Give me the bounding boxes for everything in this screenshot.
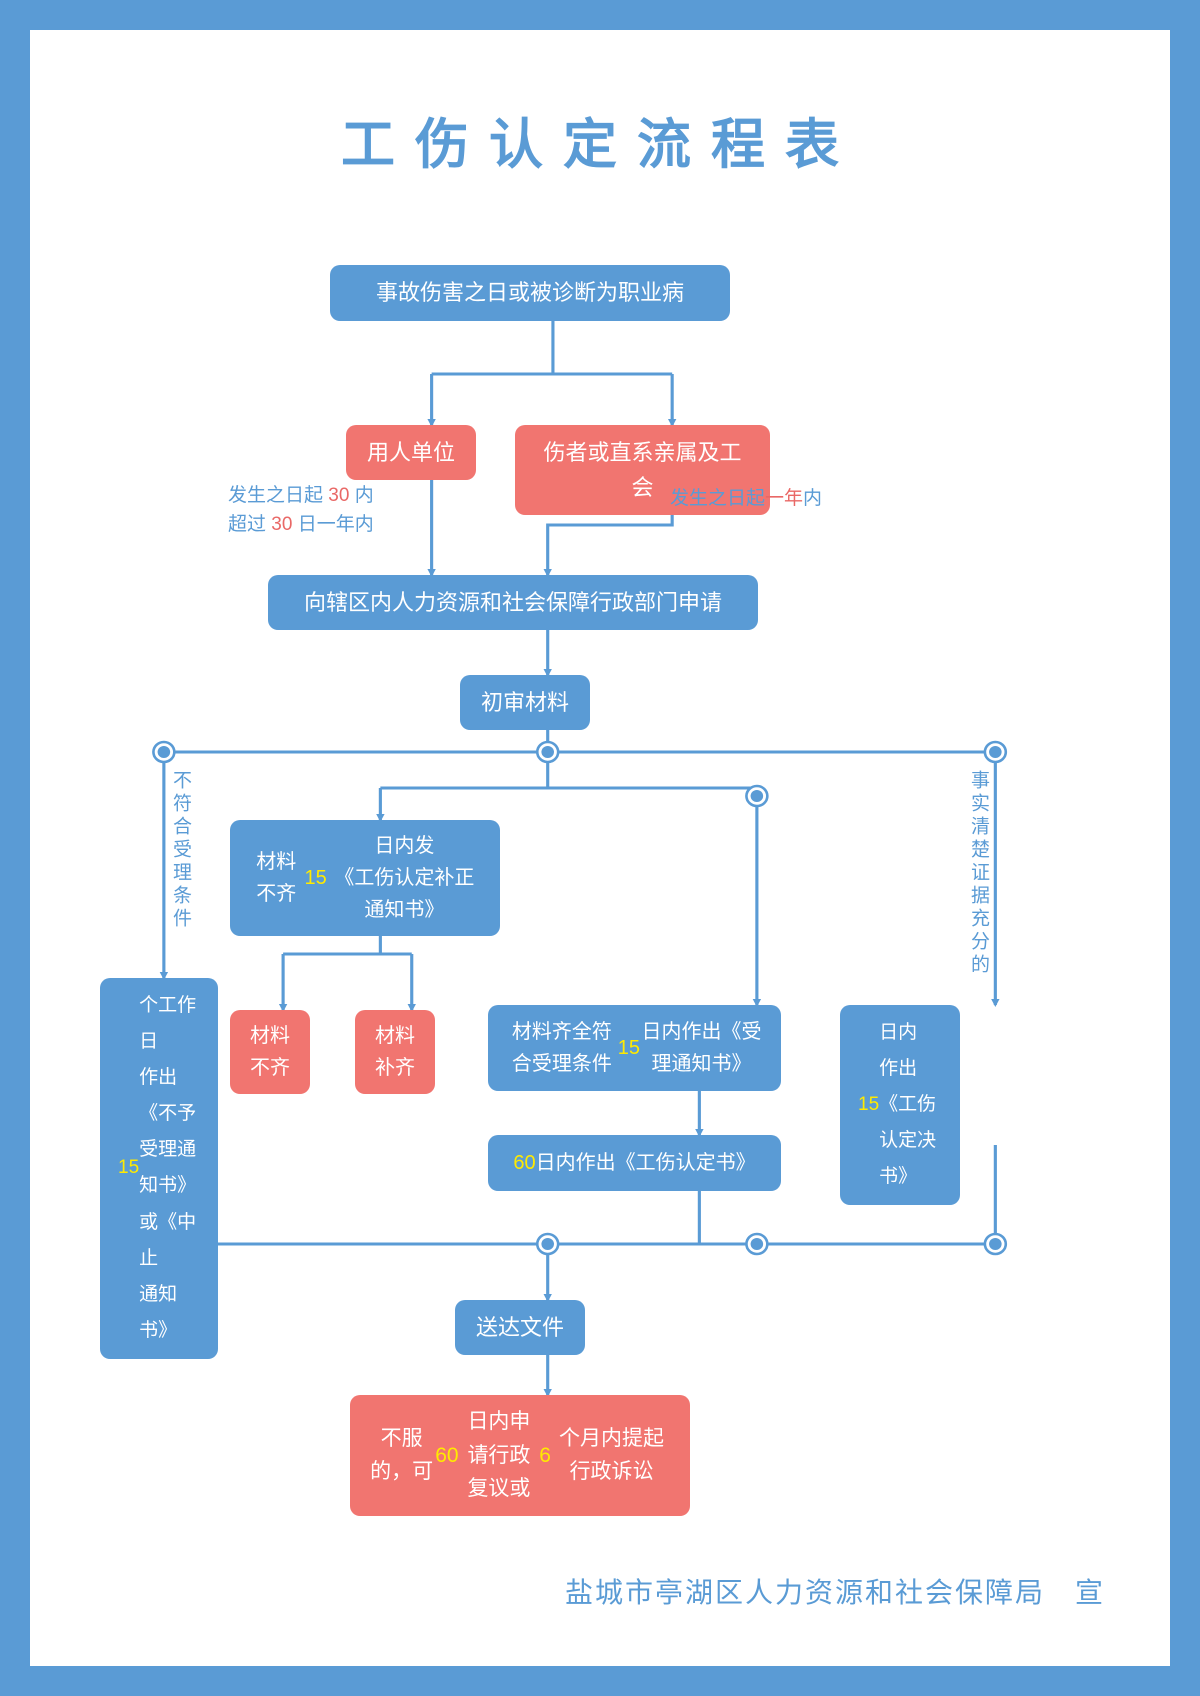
node-n5: 初审材料 — [460, 675, 590, 730]
junction-outer-2 — [985, 742, 1006, 762]
node-n4: 向辖区内人力资源和社会保障行政部门申请 — [268, 575, 758, 630]
junction-inner-1 — [541, 746, 554, 758]
junction-outer-0 — [153, 742, 174, 762]
junction-inner-2 — [989, 746, 1002, 758]
junction-outer-6 — [746, 1234, 767, 1254]
junction-inner-3 — [751, 790, 764, 802]
node-n2: 用人单位 — [346, 425, 476, 480]
junction-inner-0 — [158, 746, 171, 758]
junction-inner-7 — [989, 1238, 1002, 1250]
page-title: 工伤认定流程表 — [85, 100, 1115, 179]
junction-outer-1 — [537, 742, 558, 762]
node-n12: 15 日内作出《工伤认定决书》 — [840, 1005, 960, 1205]
label-l2: 发生之日起一年内 — [670, 485, 822, 514]
junction-inner-6 — [751, 1238, 764, 1250]
node-n6: 材料不齐 15 日内发《工伤认定补正通知书》 — [230, 820, 500, 936]
label-l3: 不符合受理条件 — [167, 770, 194, 931]
node-n9: 材料齐全符合受理条件15 日内作出《受理通知书》 — [488, 1005, 781, 1091]
node-n13: 送达文件 — [455, 1300, 585, 1355]
label-l4: 事实清楚证据充分的 — [965, 770, 992, 977]
junction-outer-5 — [537, 1234, 558, 1254]
label-l1: 发生之日起 30 内超过 30 日一年内 — [228, 482, 374, 539]
node-n10: 60 日内作出《工伤认定书》 — [488, 1135, 781, 1191]
node-n14: 不服的，可 60 日内申请行政复议或 6 个月内提起行政诉讼 — [350, 1395, 690, 1516]
junction-outer-7 — [985, 1234, 1006, 1254]
node-n8: 材料补齐 — [355, 1010, 435, 1094]
footer-text: 盐城市亭湖区人力资源和社会保障局 宣 — [565, 1571, 1105, 1611]
node-n1: 事故伤害之日或被诊断为职业病 — [330, 265, 730, 321]
node-n7: 材料不齐 — [230, 1010, 310, 1094]
junction-inner-5 — [541, 1238, 554, 1250]
junction-outer-3 — [746, 786, 767, 806]
node-n11: 15 个工作日作出《不予受理通知书》或《中止通知书》 — [100, 978, 218, 1359]
